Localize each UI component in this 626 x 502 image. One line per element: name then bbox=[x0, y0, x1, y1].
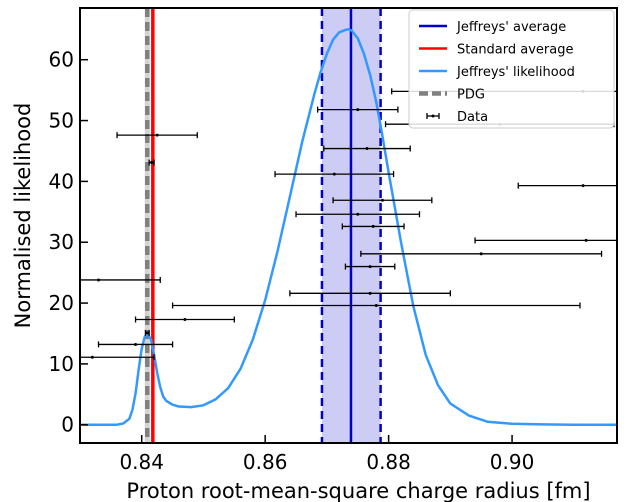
x-tick-label: 0.86 bbox=[243, 450, 288, 474]
data-marker bbox=[365, 147, 369, 151]
data-point bbox=[344, 263, 396, 270]
x-tick-label: 0.90 bbox=[490, 450, 535, 474]
data-point bbox=[148, 159, 155, 166]
average-bands bbox=[144, 8, 381, 443]
y-tick-label: 40 bbox=[49, 169, 74, 193]
data-point bbox=[97, 341, 174, 348]
data-marker bbox=[90, 355, 94, 359]
data-point bbox=[360, 250, 603, 257]
data-marker bbox=[134, 342, 138, 346]
legend-label: Jeffreys' likelihood bbox=[456, 65, 575, 80]
data-marker bbox=[368, 291, 372, 295]
data-point bbox=[80, 354, 155, 361]
data-point bbox=[517, 182, 617, 189]
legend-item: PDG bbox=[419, 88, 485, 103]
x-tick-label: 0.84 bbox=[119, 450, 164, 474]
data-point bbox=[295, 211, 421, 218]
legend-errorbar-marker bbox=[431, 114, 435, 118]
y-axis-label: Normalised likelihood bbox=[11, 103, 35, 329]
y-axis-ticks: 0 10 20 30 40 50 60 bbox=[49, 48, 88, 437]
likelihood-curve-layer bbox=[80, 28, 617, 426]
data-marker bbox=[155, 133, 159, 137]
data-marker bbox=[356, 108, 360, 112]
data-point bbox=[332, 197, 433, 204]
data-marker bbox=[380, 198, 384, 202]
y-tick-label: 10 bbox=[49, 352, 74, 376]
data-marker bbox=[368, 265, 372, 269]
data-marker bbox=[374, 304, 378, 308]
legend-label: Standard average bbox=[457, 43, 574, 58]
data-point bbox=[289, 290, 451, 297]
data-marker bbox=[584, 238, 588, 242]
plot-frame bbox=[79, 7, 618, 444]
data-marker bbox=[356, 212, 360, 216]
legend-box bbox=[408, 9, 615, 129]
data-marker bbox=[183, 317, 187, 321]
data-marker bbox=[145, 331, 149, 335]
legend-item: Data bbox=[426, 110, 488, 125]
data-point bbox=[80, 276, 161, 283]
legend-label: PDG bbox=[457, 88, 485, 103]
y-tick-label: 20 bbox=[49, 291, 74, 315]
data-point bbox=[134, 316, 235, 323]
y-tick-label: 0 bbox=[61, 413, 74, 437]
y-tick-label: 60 bbox=[49, 48, 74, 72]
x-axis-label: Proton root-mean-square charge radius [f… bbox=[126, 479, 590, 502]
data-point bbox=[144, 329, 150, 336]
data-point bbox=[474, 237, 617, 244]
data-marker bbox=[479, 252, 483, 256]
data-marker bbox=[150, 161, 154, 165]
data-point bbox=[323, 145, 411, 152]
data-marker bbox=[581, 184, 585, 188]
legend-item: Jeffreys' likelihood bbox=[419, 65, 575, 80]
legend-item: Standard average bbox=[419, 43, 574, 58]
data-point bbox=[341, 223, 405, 230]
data-point bbox=[316, 106, 399, 113]
data-point bbox=[171, 302, 581, 309]
x-tick-label: 0.88 bbox=[366, 450, 411, 474]
legend-label: Jeffreys' average bbox=[456, 20, 566, 35]
x-axis-ticks: 0.84 0.86 0.88 0.90 bbox=[119, 435, 534, 474]
data-marker bbox=[371, 224, 375, 228]
data-point bbox=[116, 132, 198, 139]
data-marker bbox=[332, 172, 336, 176]
data-marker bbox=[97, 278, 101, 282]
legend-item: Jeffreys' average bbox=[419, 20, 566, 35]
legend: Jeffreys' average Standard average Jeffrey… bbox=[408, 9, 615, 129]
data-point bbox=[274, 171, 395, 178]
average-lines bbox=[145, 8, 382, 443]
y-tick-label: 50 bbox=[49, 109, 74, 133]
legend-label: Data bbox=[457, 110, 488, 125]
likelihood-curve bbox=[80, 28, 617, 426]
y-tick-label: 30 bbox=[49, 230, 74, 254]
